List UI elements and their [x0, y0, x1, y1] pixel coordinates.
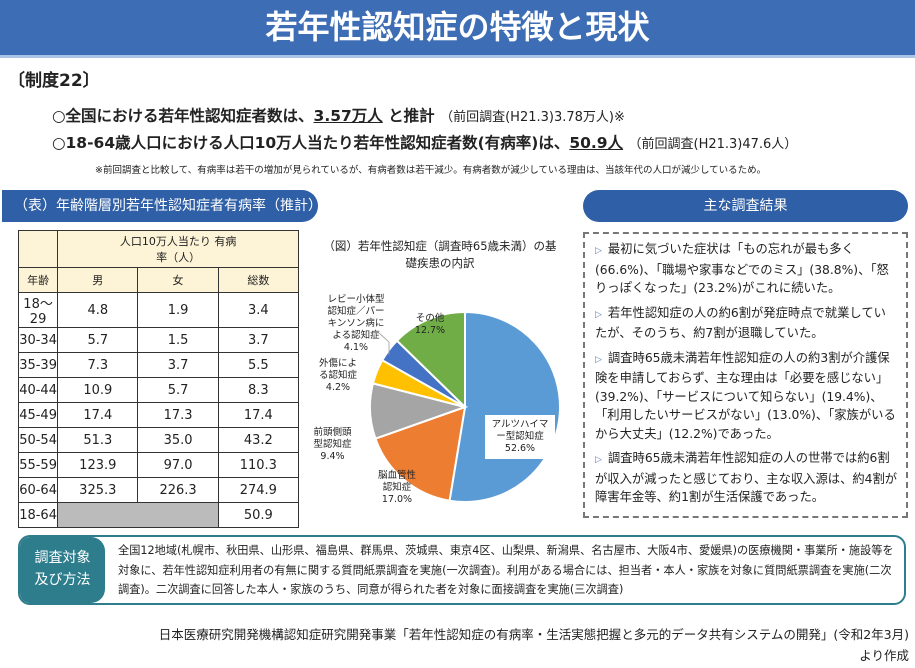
table-cell: 3.7 [217, 327, 300, 353]
table-cell: 4.8 [57, 292, 139, 328]
leader-line [378, 332, 390, 355]
table-cell: 5.5 [217, 352, 300, 378]
bullet-text: と推計 [382, 107, 435, 125]
col-header: 年齢 [17, 267, 59, 293]
table-cell: 30-34 [17, 327, 59, 353]
slice-label: アルツハイマー型認知症 52.6% [485, 415, 555, 459]
result-item: ▷ 調査時65歳未満若年性認知症の人の世帯では約6割が収入が減ったと感じており、主… [595, 449, 898, 507]
table-cell: 55-59 [17, 452, 59, 478]
bullet-rate: ○18-64歳人口における人口10万人当たり若年性認知症者数(有病率)は、50.… [52, 131, 797, 153]
table-cell: 5.7 [137, 377, 219, 403]
triangle-icon: ▷ [595, 354, 602, 365]
table-cell: 35-39 [17, 352, 59, 378]
table-row: 35-39 7.3 3.7 5.5 [17, 352, 300, 378]
table-cell: 35.0 [137, 427, 219, 453]
table-cell: 18-64 [17, 502, 59, 528]
method-label-line: 及び方法 [34, 572, 91, 588]
slice-label: レビー小体型認知症／パーキンソン病による認知症 4.1% [327, 294, 385, 353]
table-corner [17, 230, 59, 268]
bullet-text: ○全国における若年性認知症者数は、 [52, 107, 314, 125]
table-row: 30-34 5.7 1.5 3.7 [17, 327, 300, 353]
table-cell: 17.4 [217, 402, 300, 428]
table-cell: 325.3 [57, 477, 139, 503]
bullet-sub: （前回調査(H21.3)3.78万人)※ [440, 110, 625, 125]
table-cell: 18～29 [17, 292, 59, 328]
method-box: 調査対象及び方法 全国12地域(札幌市、秋田県、山形県、福島県、群馬県、茨城県、… [18, 535, 906, 605]
pie-slice [374, 405, 467, 502]
table-cell: 8.3 [217, 377, 300, 403]
method-label-line: 調査対象 [34, 550, 91, 566]
table-cell: 5.7 [57, 327, 139, 353]
table-cell: 60-64 [17, 477, 59, 503]
table-row: 18-64 50.9 [17, 502, 300, 528]
triangle-icon: ▷ [595, 455, 602, 465]
bullet-count: ○全国における若年性認知症者数は、3.57万人 と推計 （前回調査(H21.3)… [52, 104, 625, 126]
source-citation-suffix: より作成 [859, 648, 909, 663]
table-cell: 1.5 [137, 327, 219, 353]
bullet-text: ○18-64歳人口における人口10万人当たり若年性認知症者数(有病率)は、 [52, 134, 570, 152]
result-item: ▷ 最初に気づいた症状は「もの忘れが最も多く(66.6%)、「職場や家事などでのミ… [595, 240, 898, 298]
table-cell: 10.9 [57, 377, 139, 403]
table-row: 50-54 51.3 35.0 43.2 [17, 427, 300, 453]
table-cell: 50-54 [17, 427, 59, 453]
system-label: 〔制度22〕 [8, 71, 100, 91]
result-text: 調査時65歳未満若年性認知症の人の約3割が介護保険を申請しておらず、主な理由は「… [595, 350, 896, 441]
table-cell: 43.2 [217, 427, 300, 453]
bullet-value: 50.9人 [569, 134, 624, 152]
result-item: ▷ 調査時65歳未満若年性認知症の人の約3割が介護保険を申請しておらず、主な理由は… [595, 349, 898, 444]
method-text: 全国12地域(札幌市、秋田県、山形県、福島県、群馬県、茨城県、東京4区、山梨県、… [118, 544, 894, 596]
table-row: 40-44 10.9 5.7 8.3 [17, 377, 300, 403]
table-cell: 110.3 [217, 452, 300, 478]
table-cell: 45-49 [17, 402, 59, 428]
method-label: 調査対象 及び方法 [20, 537, 105, 603]
table-cell: 274.9 [217, 477, 300, 503]
table-cell: 7.3 [57, 352, 139, 378]
table-cell: 3.7 [137, 352, 219, 378]
page-title: 若年性認知症の特徴と現状 [0, 0, 915, 58]
bullet-sub: （前回調査(H21.3)47.6人） [628, 137, 798, 152]
table-row: 18～29 4.8 1.9 3.4 [17, 292, 300, 328]
chart-title: （図）若年性認知症（調査時65歳未満）の基礎疾患の内訳 [323, 239, 557, 270]
table-cell: 50.9 [217, 502, 300, 528]
table-cell: 1.9 [137, 292, 219, 328]
result-text: 調査時65歳未満若年性認知症の人の世帯では約6割が収入が減ったと感じており、主な… [595, 451, 898, 504]
slice-label: その他 12.7% [414, 313, 446, 336]
triangle-icon: ▷ [595, 309, 602, 320]
table-cell: 17.4 [57, 402, 139, 428]
col-header: 女 [137, 267, 219, 293]
slice-label: 外傷による認知症 4.2% [318, 358, 357, 393]
source-citation: 日本医療研究開発機構認知症研究開発事業「若年性認知症の有病率・生活実態把握と多元… [158, 627, 909, 642]
table-cell: 226.3 [137, 477, 219, 503]
table-row: 45-49 17.4 17.3 17.4 [17, 402, 300, 428]
result-text: 若年性認知症の人の約6割が発症時点で就業していたが、そのうち、約7割が退職してい… [595, 305, 886, 341]
table-cell: 17.3 [137, 402, 219, 428]
table-cell: 40-44 [17, 377, 59, 403]
group-header: 人口10万人当たり 有病率（人） [57, 230, 299, 268]
bullet-value: 3.57万人 [313, 107, 383, 125]
table-cell: 97.0 [137, 452, 219, 478]
pie-chart [369, 310, 561, 503]
table-cell: 51.3 [57, 427, 139, 453]
result-text: 最初に気づいた症状は「もの忘れが最も多く(66.6%)、「職場や家事などでのミス… [595, 242, 889, 295]
table-row: 55-59 123.9 97.0 110.3 [17, 452, 300, 478]
result-item: ▷ 若年性認知症の人の約6割が発症時点で就業していたが、そのうち、約7割が退職して… [595, 304, 898, 343]
triangle-icon: ▷ [595, 246, 602, 256]
results-box: ▷ 最初に気づいた症状は「もの忘れが最も多く(66.6%)、「職場や家事などでのミ… [583, 232, 908, 518]
prevalence-table: 人口10万人当たり 有病率（人） 年齢男女総数 18～29 4.8 1.9 3.4 30… [17, 230, 300, 528]
results-title: 主な調査結果 [583, 190, 908, 222]
footnote: ※前回調査と比較して、有病率は若干の増加が見られているが、有病者数は若干減少。有… [95, 165, 767, 176]
col-header: 総数 [217, 267, 300, 293]
table-cell-empty [57, 502, 219, 528]
table-title: （表）年齢階層別若年性認知症者有病率（推計） [2, 190, 322, 222]
slice-label: 脳血管性認知症 17.0% [377, 470, 416, 505]
pie-slice [395, 310, 466, 410]
table-cell: 123.9 [57, 452, 139, 478]
col-header: 男 [57, 267, 139, 293]
table-cell: 3.4 [217, 292, 300, 328]
slice-label: 前頭側頭型認知症 9.4% [313, 427, 352, 462]
table-row: 60-64 325.3 226.3 274.9 [17, 477, 300, 503]
